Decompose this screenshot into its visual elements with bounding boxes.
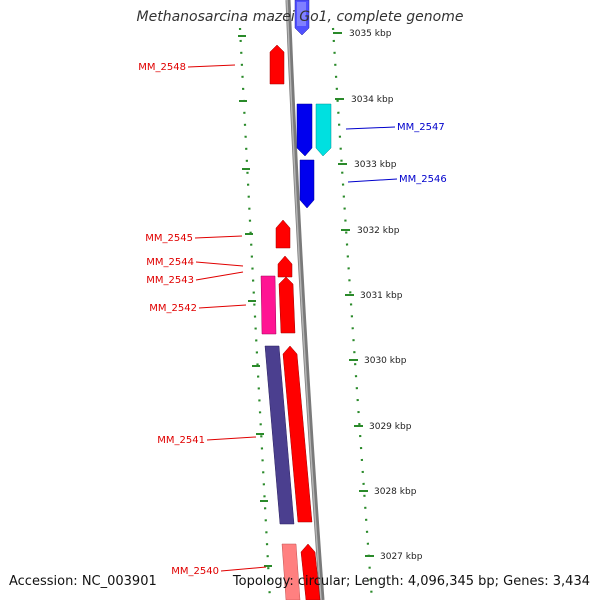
gene-label-mm2543[interactable]: MM_2543 — [146, 275, 194, 286]
gene-feature-mm2540-b[interactable] — [300, 543, 321, 601]
ruler-label: 3028 kbp — [374, 487, 417, 497]
genome-backbone — [285, 0, 325, 601]
gene-feature-mm2542-a[interactable] — [260, 275, 277, 335]
gene-feature-mm2542-b[interactable] — [278, 276, 296, 334]
gene-feature-mm2547-a[interactable] — [296, 103, 313, 157]
ruler-label: 3035 kbp — [349, 29, 392, 39]
gene-feature-mm2548[interactable] — [269, 44, 285, 85]
gene-label-mm2545[interactable]: MM_2545 — [145, 233, 193, 244]
ruler-labels: 3035 kbp 3034 kbp 3033 kbp 3032 kbp 3031… — [349, 29, 423, 562]
outer-ruler — [331, 27, 374, 601]
gene-label-mm2540[interactable]: MM_2540 — [171, 566, 219, 577]
gene-feature-mm2541-a[interactable] — [264, 345, 295, 525]
gene-feature-mm2544[interactable] — [277, 255, 293, 278]
gene-label-mm2541[interactable]: MM_2541 — [157, 435, 205, 446]
gene-label-mm2548[interactable]: MM_2548 — [138, 62, 186, 73]
right-leader-lines — [345, 126, 398, 183]
ruler-label: 3033 kbp — [354, 160, 397, 170]
gene-feature-mm2540-a[interactable] — [281, 543, 301, 601]
right-gene-labels: MM_2547 MM_2546 — [397, 122, 447, 185]
outer-ruler-ticks — [333, 32, 374, 557]
ruler-label: 3029 kbp — [369, 422, 412, 432]
ruler-label: 3027 kbp — [380, 552, 423, 562]
gene-label-mm2546[interactable]: MM_2546 — [399, 174, 447, 185]
genome-backbone-highlight — [286, 0, 322, 601]
left-gene-labels: MM_2548 MM_2545 MM_2544 MM_2543 MM_2542 … — [138, 62, 219, 577]
gene-label-mm2542[interactable]: MM_2542 — [149, 303, 197, 314]
left-leader-lines — [187, 64, 267, 572]
gene-feature-mm2541-b[interactable] — [282, 345, 313, 523]
gene-label-mm2544[interactable]: MM_2544 — [146, 257, 194, 268]
ruler-label: 3031 kbp — [360, 291, 403, 301]
ruler-label: 3032 kbp — [357, 226, 400, 236]
ruler-label: 3034 kbp — [351, 95, 394, 105]
topology-text: Topology: circular; Length: 4,096,345 bp… — [232, 574, 590, 589]
map-title: Methanosarcina mazei Go1, complete genom… — [136, 9, 464, 25]
gene-feature-mm2546[interactable] — [299, 159, 315, 209]
inner-ruler-ticks — [238, 35, 272, 567]
gene-feature-mm2547-b[interactable] — [315, 103, 332, 157]
gene-label-mm2547[interactable]: MM_2547 — [397, 122, 445, 133]
accession-text: Accession: NC_003901 — [9, 574, 157, 589]
gene-feature-mm2545[interactable] — [275, 219, 291, 249]
ruler-label: 3030 kbp — [364, 356, 407, 366]
